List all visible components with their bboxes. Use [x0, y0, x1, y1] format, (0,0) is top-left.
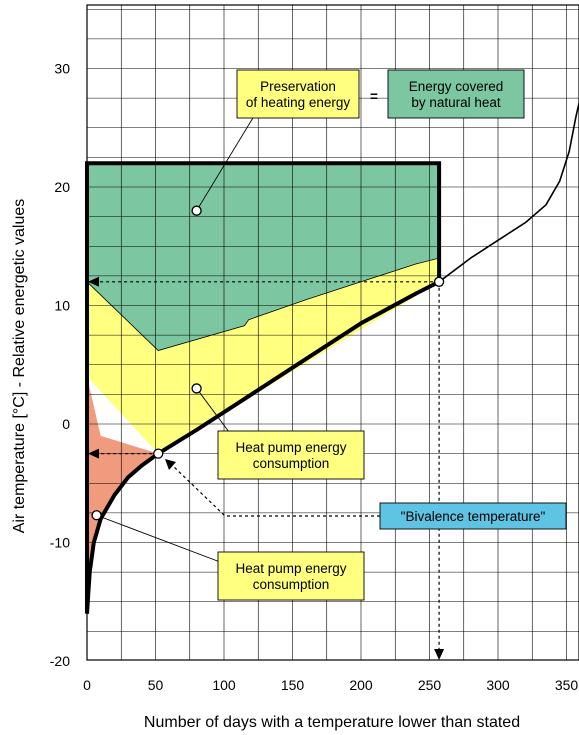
area-2 — [87, 376, 159, 578]
arrowhead-lower — [88, 448, 99, 459]
y-tick-label: -10 — [50, 535, 70, 551]
y-tick-label: 20 — [54, 179, 70, 195]
marker-point — [433, 276, 445, 287]
x-tick-label: 200 — [349, 677, 373, 693]
equals-sign: = — [370, 89, 378, 104]
tick-labels: 0 50 100 150 200 250 300 350 -20 -10 0 10 20 30 — [50, 61, 579, 694]
marker-point — [153, 448, 164, 459]
x-tick-label: 250 — [418, 677, 442, 693]
line-layer — [85, 99, 579, 614]
hp-consumption-lower-label: consumption — [253, 577, 330, 592]
x-tick-label: 350 — [555, 677, 579, 693]
marker-point — [191, 383, 202, 394]
x-tick-label: 100 — [212, 677, 236, 693]
preservation-label: of heating energy — [246, 95, 351, 110]
x-tick-label: 50 — [148, 677, 164, 693]
area-0 — [87, 163, 440, 351]
natural-heat-outline — [86, 163, 440, 351]
natural-heat-label: Energy covered — [409, 79, 504, 94]
x-axis-title: Number of days with a temperature lower … — [144, 714, 520, 731]
area-layer — [86, 163, 440, 578]
temperature-curve-bold — [85, 280, 441, 614]
marker-point — [91, 510, 102, 521]
natural-heat-label: by natural heat — [411, 95, 501, 110]
x-tick-label: 150 — [281, 677, 305, 693]
preservation-label: Preservation — [260, 79, 336, 94]
hp-consumption-lower-label: Heat pump energy — [235, 561, 346, 576]
marker-point — [191, 205, 202, 216]
x-tick-label: 0 — [83, 677, 91, 693]
y-tick-label: 30 — [54, 61, 70, 77]
y-tick-label: -20 — [50, 653, 70, 669]
leader-hp-lower — [96, 514, 229, 566]
hp-consumption-upper-box — [217, 430, 365, 480]
natural-heat-box — [387, 69, 525, 119]
leader-hp-upper — [196, 388, 233, 437]
x-tick-label: 300 — [486, 677, 510, 693]
y-axis-title: Air temperature [°C] - Relative energeti… — [11, 199, 28, 534]
preservation-box — [236, 69, 360, 119]
bivalence-arrowhead — [165, 459, 176, 470]
y-tick-label: 0 — [62, 416, 70, 432]
arrowhead-upper — [88, 276, 99, 287]
y-tick-label: 10 — [54, 298, 70, 314]
area-1 — [87, 258, 440, 454]
heating-envelope — [85, 161, 442, 614]
bivalence-box — [379, 502, 567, 530]
hp-consumption-upper-label: consumption — [253, 456, 330, 471]
hp-consumption-upper-label: Heat pump energy — [235, 440, 346, 455]
hp-consumption-lower-box — [217, 551, 365, 601]
arrowhead-down — [434, 649, 445, 660]
bivalence-label: "Bivalence temperature" — [401, 509, 546, 524]
